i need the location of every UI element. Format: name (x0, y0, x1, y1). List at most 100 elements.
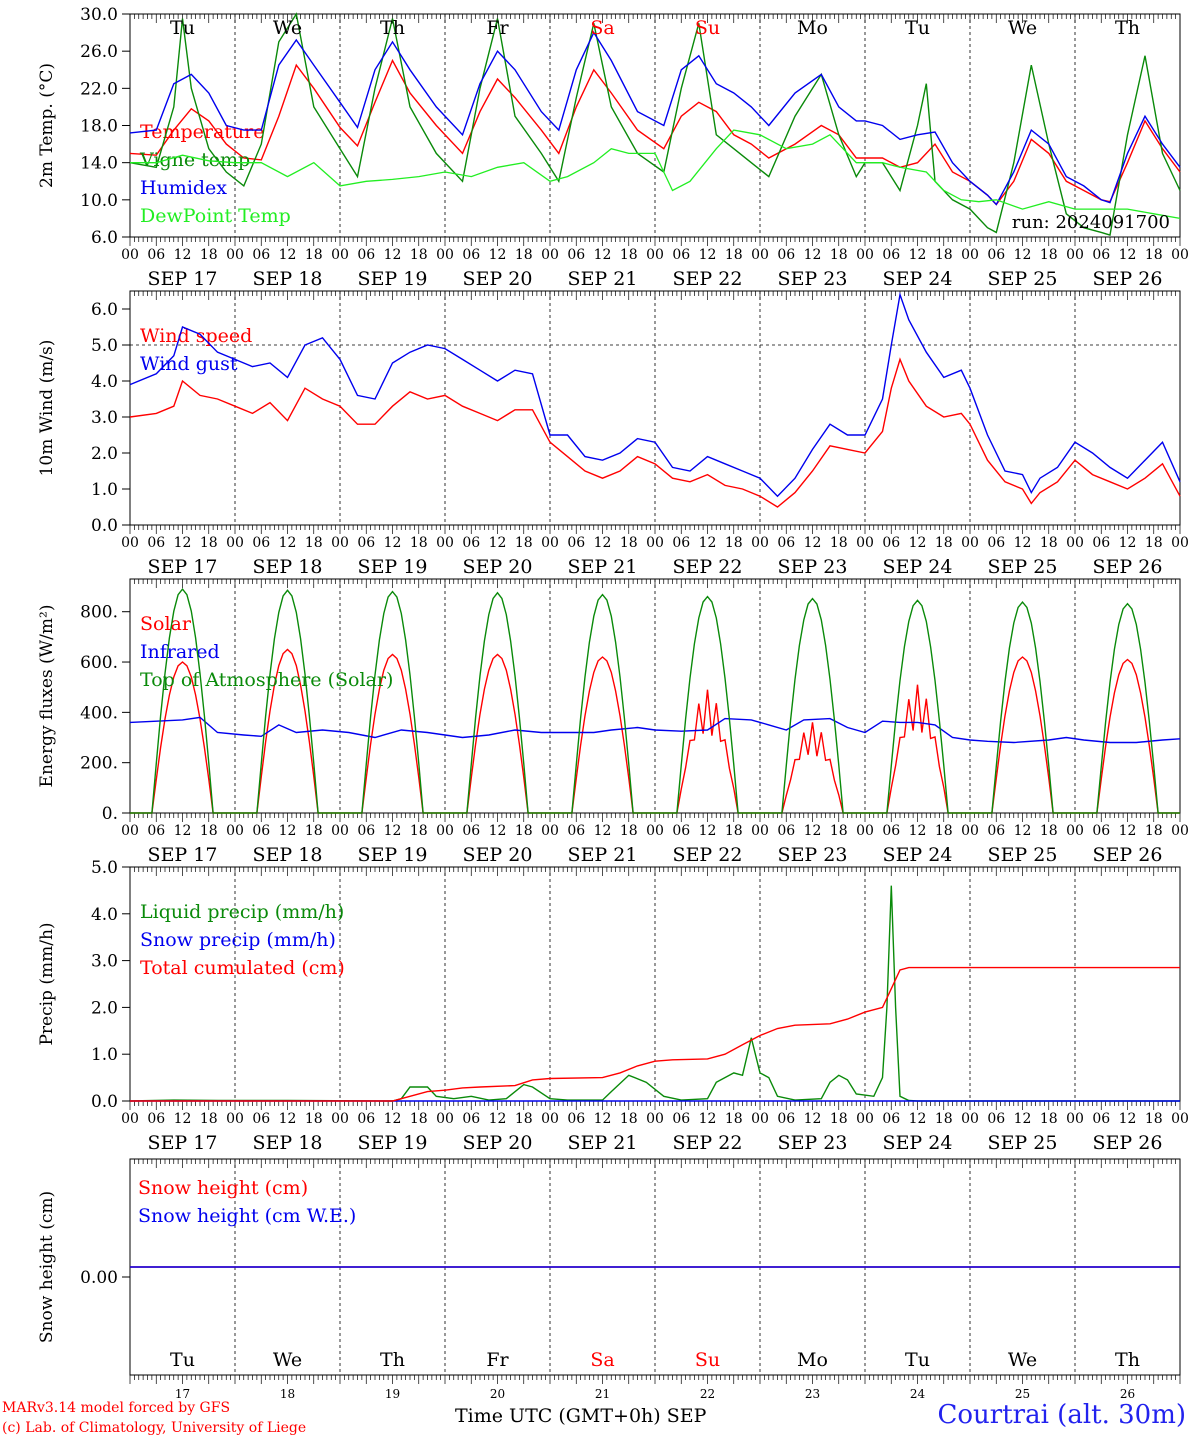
hour-label: 12 (174, 247, 192, 263)
hour-label: 00 (751, 823, 769, 839)
hour-label: 12 (384, 823, 402, 839)
hour-label: 06 (357, 247, 375, 263)
legend-entry: Temperature (140, 121, 264, 143)
date-label: SEP 19 (358, 556, 428, 578)
hour-label: 06 (147, 823, 165, 839)
date-label: SEP 19 (358, 268, 428, 290)
y-tick-label: 26.0 (80, 42, 118, 62)
hour-label: 18 (725, 1111, 743, 1127)
hour-label: 00 (646, 247, 664, 263)
y-tick-label: 0. (102, 804, 118, 824)
hour-label: 00 (436, 1111, 454, 1127)
day-number-label: 19 (385, 1387, 400, 1401)
panel-1: 6.0 10.0 14.0 18.0 22.0 26.0 30.0 2m Temp. (°C)… (37, 5, 1189, 290)
hour-label: 12 (174, 823, 192, 839)
weekday-label-top: Tu (170, 17, 195, 39)
hour-label: 06 (357, 535, 375, 551)
hour-label: 12 (384, 535, 402, 551)
hour-label: 00 (121, 823, 139, 839)
hour-label: 18 (410, 1111, 428, 1127)
legend-entry: Vigne temp (139, 149, 250, 171)
date-label: SEP 23 (778, 556, 848, 578)
y-tick-label: 0.0 (91, 1092, 118, 1112)
day-number-label: 26 (1120, 1387, 1135, 1401)
hour-label: 00 (961, 535, 979, 551)
hour-label: 18 (935, 247, 953, 263)
hour-label: 00 (1171, 823, 1189, 839)
date-label: SEP 18 (253, 1132, 323, 1154)
hour-label: 00 (226, 823, 244, 839)
hour-label: 18 (725, 823, 743, 839)
hour-label: 00 (226, 247, 244, 263)
hour-label: 00 (751, 247, 769, 263)
hour-label: 06 (1092, 535, 1110, 551)
hour-label: 00 (1171, 535, 1189, 551)
hour-label: 06 (882, 823, 900, 839)
date-label: SEP 18 (253, 844, 323, 866)
date-label: SEP 20 (463, 844, 533, 866)
date-label: SEP 25 (988, 1132, 1058, 1154)
hour-label: 06 (462, 823, 480, 839)
hour-label: 06 (672, 247, 690, 263)
hour-label: 18 (830, 823, 848, 839)
panel-5: 0.00 Snow height (cm) Snow height (cm) Snow… (37, 1158, 1181, 1384)
hour-label: 06 (777, 247, 795, 263)
hour-label: 18 (830, 1111, 848, 1127)
date-label: SEP 20 (463, 556, 533, 578)
hour-label: 06 (252, 247, 270, 263)
hour-label: 12 (1014, 535, 1032, 551)
hour-label: 12 (804, 247, 822, 263)
weekday-label-bottom: Su (695, 1349, 720, 1371)
hour-label: 18 (200, 823, 218, 839)
hour-label: 18 (725, 247, 743, 263)
hour-label: 00 (436, 247, 454, 263)
hour-label: 06 (777, 823, 795, 839)
hour-label: 18 (620, 823, 638, 839)
hour-label: 18 (515, 1111, 533, 1127)
hour-label: 00 (121, 1111, 139, 1127)
legend-entry: Snow height (cm W.E.) (138, 1205, 356, 1227)
hour-label: 06 (567, 535, 585, 551)
weekday-label-bottom: Sa (590, 1349, 614, 1371)
y-tick-label: 2.0 (91, 998, 118, 1018)
date-label: SEP 18 (253, 268, 323, 290)
hour-label: 00 (1066, 535, 1084, 551)
hour-label: 18 (935, 823, 953, 839)
weekday-label-top: We (273, 17, 302, 39)
weekday-label-bottom: Fr (486, 1349, 509, 1371)
y-tick-label: 10.0 (80, 191, 118, 211)
legend-entry: Wind gust (140, 353, 238, 375)
hour-label: 06 (252, 823, 270, 839)
y-axis-label: 2m Temp. (°C) (37, 63, 57, 188)
hour-label: 18 (515, 535, 533, 551)
panel-4: 0.0 1.0 2.0 3.0 4.0 5.0 Precip (mm/h) 00 06 12 18 0… (37, 858, 1189, 1154)
date-label: SEP 26 (1093, 844, 1163, 866)
y-tick-label: 3.0 (91, 952, 118, 972)
hour-label: 18 (305, 823, 323, 839)
hour-label: 12 (489, 1111, 507, 1127)
hour-label: 12 (489, 823, 507, 839)
y-axis-label: 10m Wind (m/s) (37, 340, 57, 477)
hour-label: 12 (1014, 247, 1032, 263)
date-label: SEP 22 (673, 1132, 743, 1154)
y-tick-label: 4.0 (91, 372, 118, 392)
date-label: SEP 17 (148, 268, 218, 290)
date-label: SEP 24 (883, 1132, 953, 1154)
date-label: SEP 24 (883, 556, 953, 578)
hour-label: 06 (882, 535, 900, 551)
y-tick-label: 14.0 (80, 154, 118, 174)
date-label: SEP 17 (148, 556, 218, 578)
hour-label: 00 (961, 247, 979, 263)
legend-entry: Snow height (cm) (138, 1177, 308, 1199)
panel-3: 0. 200. 400. 600. 800. Energy fluxes (W/m²) 00… (37, 578, 1189, 866)
date-label: SEP 19 (358, 1132, 428, 1154)
date-label: SEP 21 (568, 1132, 638, 1154)
hour-label: 06 (147, 1111, 165, 1127)
legend-entry: Humidex (140, 177, 227, 199)
legend-entry: Solar (140, 613, 192, 635)
hour-label: 06 (462, 1111, 480, 1127)
x-axis-title: Time UTC (GMT+0h) SEP (455, 1405, 707, 1427)
hour-label: 12 (174, 535, 192, 551)
date-label: SEP 25 (988, 844, 1058, 866)
hour-label: 18 (410, 247, 428, 263)
